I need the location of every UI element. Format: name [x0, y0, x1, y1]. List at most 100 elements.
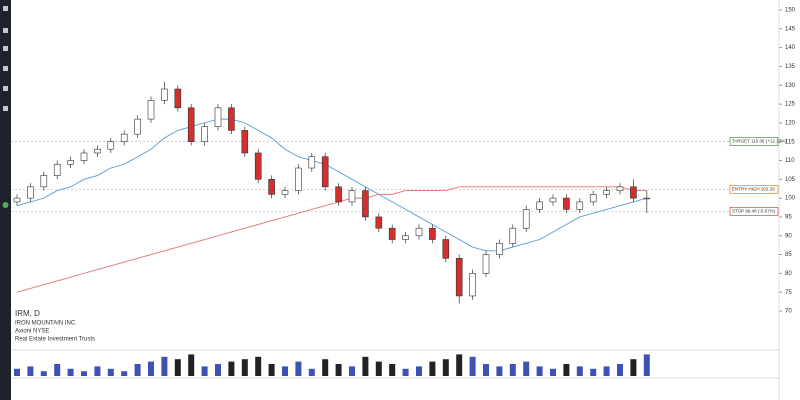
- candle-body: [80, 152, 88, 161]
- volume-bar: [295, 361, 302, 376]
- y-tick-label: 80: [785, 271, 792, 277]
- candle-body: [616, 186, 624, 191]
- level-label: ENTRY HIGH 102.29: [732, 187, 775, 192]
- candle-body: [348, 190, 356, 203]
- candle-body: [496, 242, 503, 255]
- volume-bar: [389, 364, 396, 376]
- volume-bar: [349, 366, 355, 376]
- moving-average: [16, 118, 647, 252]
- candle-body: [308, 156, 316, 169]
- volume-bar: [148, 361, 154, 376]
- candle-body: [630, 186, 637, 199]
- tool-icon[interactable]: [3, 66, 8, 71]
- y-tick-label: 115: [785, 139, 795, 145]
- volume-bar: [402, 368, 409, 376]
- y-tick-label: 145: [785, 26, 796, 32]
- level-label: STOP 96.48 (-5.67%): [732, 209, 776, 214]
- tool-icon[interactable]: [3, 28, 8, 33]
- moving-average: [16, 186, 647, 293]
- candle-body: [201, 126, 208, 142]
- candle-body: [429, 227, 436, 240]
- symbol: IRM, D: [15, 309, 40, 318]
- candle-body: [174, 88, 182, 109]
- volume-bar: [322, 359, 329, 376]
- volume-bar: [94, 366, 101, 376]
- volume-bar: [509, 364, 516, 376]
- y-tick-label: 90: [785, 233, 792, 239]
- candle-body: [187, 107, 195, 142]
- y-tick-label: 130: [785, 83, 796, 89]
- volume-bar: [603, 366, 610, 376]
- candle-body: [589, 194, 597, 203]
- candle-body: [13, 197, 21, 203]
- candle-body: [27, 186, 34, 199]
- candle-body: [455, 258, 463, 297]
- candle-body: [281, 190, 289, 195]
- candle-body: [375, 216, 383, 229]
- volume-bar: [67, 368, 74, 376]
- candle-body: [228, 107, 235, 131]
- volume-bar: [630, 359, 637, 376]
- tool-icon[interactable]: [3, 46, 8, 51]
- y-tick-label: 105: [785, 177, 796, 183]
- volume-bar: [335, 364, 342, 376]
- candle-body: [241, 130, 249, 154]
- candle-body: [536, 201, 543, 210]
- candle-body: [40, 175, 48, 188]
- volume-bar: [483, 364, 489, 376]
- volume-bar: [496, 366, 503, 376]
- level-label: TARGET 115.06 (+12.13%): [732, 139, 787, 144]
- candle-body: [576, 201, 584, 210]
- volume-bar: [456, 354, 463, 376]
- level-box: [729, 207, 779, 216]
- volume-bar: [215, 364, 221, 376]
- candle-body: [469, 273, 476, 297]
- candle-body: [442, 239, 450, 259]
- candle-body: [603, 190, 610, 195]
- candle-body: [388, 227, 396, 240]
- tool-icon[interactable]: [3, 106, 8, 111]
- candle-body: [107, 141, 115, 150]
- tool-icon[interactable]: [3, 86, 8, 91]
- candle-body: [147, 100, 155, 120]
- volume-bar: [563, 364, 570, 376]
- candle-body: [214, 107, 222, 127]
- candle-body: [482, 254, 490, 274]
- toolbar-icons[interactable]: [2, 6, 9, 208]
- y-tick-label: 110: [785, 158, 795, 164]
- volume-bar: [201, 366, 208, 376]
- candle-body: [522, 209, 530, 229]
- y-tick-label: 150: [785, 8, 796, 14]
- candle-body: [415, 227, 423, 237]
- toolbar: [0, 0, 11, 400]
- volume-bar: [429, 361, 436, 376]
- volume-bar: [308, 368, 315, 376]
- candle-body: [254, 152, 262, 180]
- candle-body: [321, 156, 329, 188]
- volume-bar: [121, 371, 128, 376]
- y-tick-label: 120: [785, 120, 796, 126]
- volume-bar: [523, 361, 530, 376]
- candle-body: [335, 186, 342, 203]
- volume-bar: [40, 371, 47, 376]
- exchange: Axioni NYSE: [15, 329, 49, 335]
- volume-bar: [536, 366, 543, 376]
- y-tick-label: 100: [785, 196, 796, 202]
- volume-bar: [576, 366, 583, 376]
- y-tick-label: 135: [785, 64, 796, 70]
- volume-bar: [375, 361, 382, 376]
- candle-body: [362, 190, 369, 218]
- volume-bar: [107, 368, 114, 376]
- tool-icon[interactable]: [2, 202, 9, 208]
- candle-body: [549, 197, 557, 203]
- y-tick-label: 125: [785, 102, 796, 108]
- tool-icon[interactable]: [3, 6, 8, 11]
- volume-bar: [442, 359, 449, 376]
- y-tick-label: 75: [785, 290, 792, 296]
- volume-bar: [228, 361, 235, 376]
- candle-body: [120, 133, 128, 142]
- candle-body: [295, 167, 302, 191]
- volume-bar: [161, 356, 168, 376]
